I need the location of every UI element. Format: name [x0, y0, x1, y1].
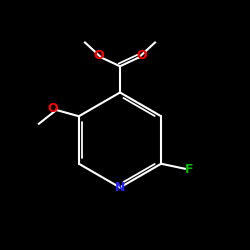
Text: O: O — [48, 102, 58, 116]
Text: N: N — [115, 181, 125, 194]
Text: O: O — [93, 49, 104, 62]
Text: F: F — [185, 163, 193, 176]
Text: O: O — [136, 49, 147, 62]
